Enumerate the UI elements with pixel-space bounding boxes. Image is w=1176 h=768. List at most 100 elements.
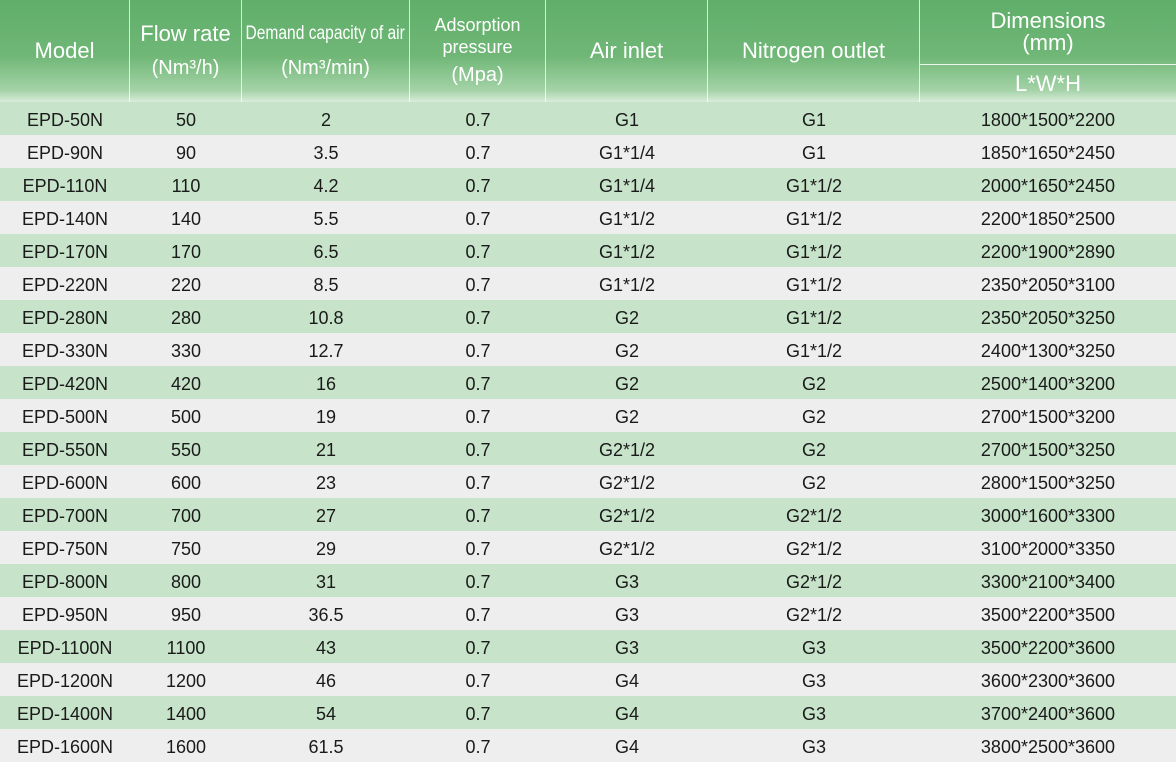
cell-air-inlet: G2*1/2 xyxy=(598,473,656,493)
header-adsorption-unit: (Mpa) xyxy=(451,64,504,86)
cell-air-inlet: G1*1/4 xyxy=(598,176,656,196)
cell-flow-rate: 110 xyxy=(171,176,201,196)
cell-air-inlet: G1*1/4 xyxy=(598,143,656,163)
cell-demand-capacity: 3.5 xyxy=(313,143,339,163)
cell-demand-capacity: 10.8 xyxy=(308,308,344,328)
cell-demand-capacity: 8.5 xyxy=(313,275,339,295)
cell-model: EPD-420N xyxy=(21,374,109,394)
cell-nitrogen-outlet: G1*1/2 xyxy=(785,275,843,295)
cell-dimensions: 2350*2050*3100 xyxy=(980,275,1116,295)
cell-nitrogen-outlet: G3 xyxy=(801,737,826,757)
cell-model: EPD-1100N xyxy=(17,638,113,658)
table-row: EPD-550N 550 21 0.7 G2*1/2 G2 2700*1500*3250 xyxy=(0,432,1176,465)
cell-dimensions: 3800*2500*3600 xyxy=(980,737,1116,757)
header-nitrogen-outlet-label: Nitrogen outlet xyxy=(741,38,886,63)
cell-model: EPD-750N xyxy=(21,539,109,559)
cell-demand-capacity: 23 xyxy=(315,473,337,493)
header-flow-rate: Flow rate (Nm³/h) xyxy=(130,0,242,102)
table-row: EPD-500N 500 19 0.7 G2 G2 2700*1500*3200 xyxy=(0,399,1176,432)
cell-demand-capacity: 4.2 xyxy=(313,176,339,196)
cell-demand-capacity: 54 xyxy=(315,704,337,724)
cell-flow-rate: 700 xyxy=(170,506,202,526)
cell-dimensions: 1850*1650*2450 xyxy=(980,143,1116,163)
table-row: EPD-950N 950 36.5 0.7 G3 G2*1/2 3500*2200*3500 xyxy=(0,597,1176,630)
cell-demand-capacity: 5.5 xyxy=(313,209,339,229)
cell-adsorption-pressure: 0.7 xyxy=(465,539,491,559)
cell-flow-rate: 170 xyxy=(170,242,202,262)
cell-demand-capacity: 16 xyxy=(315,374,337,394)
cell-dimensions: 2500*1400*3200 xyxy=(980,374,1116,394)
cell-model: EPD-950N xyxy=(21,605,109,625)
cell-demand-capacity: 19 xyxy=(315,407,337,427)
table-row: EPD-280N 280 10.8 0.7 G2 G1*1/2 2350*2050*3250 xyxy=(0,300,1176,333)
cell-demand-capacity: 21 xyxy=(315,440,337,460)
cell-nitrogen-outlet: G2*1/2 xyxy=(785,506,843,526)
cell-air-inlet: G2 xyxy=(614,374,639,394)
cell-air-inlet: G2 xyxy=(614,407,639,427)
cell-nitrogen-outlet: G1*1/2 xyxy=(785,341,843,361)
cell-model: EPD-280N xyxy=(21,308,109,328)
cell-flow-rate: 950 xyxy=(170,605,202,625)
header-nitrogen-outlet: Nitrogen outlet xyxy=(708,0,920,102)
cell-nitrogen-outlet: G2 xyxy=(801,440,826,460)
header-air-inlet-label: Air inlet xyxy=(589,38,664,63)
cell-flow-rate: 600 xyxy=(170,473,202,493)
cell-model: EPD-170N xyxy=(21,242,109,262)
table-row: EPD-90N 90 3.5 0.7 G1*1/4 G1 1850*1650*2450 xyxy=(0,135,1176,168)
cell-adsorption-pressure: 0.7 xyxy=(465,671,491,691)
header-adsorption-line2: pressure xyxy=(442,37,513,57)
cell-adsorption-pressure: 0.7 xyxy=(465,440,491,460)
header-air-inlet: Air inlet xyxy=(546,0,708,102)
header-demand-label: Demand capacity of air xyxy=(245,23,406,44)
cell-dimensions: 2200*1900*2890 xyxy=(980,242,1116,262)
cell-demand-capacity: 2 xyxy=(320,110,331,130)
header-flow-rate-unit: (Nm³/h) xyxy=(151,57,220,79)
cell-air-inlet: G1*1/2 xyxy=(598,209,656,229)
cell-air-inlet: G2 xyxy=(614,341,639,361)
header-dimensions-sub: L*W*H xyxy=(1014,70,1081,96)
cell-flow-rate: 50 xyxy=(175,110,197,130)
cell-adsorption-pressure: 0.7 xyxy=(465,275,491,295)
cell-adsorption-pressure: 0.7 xyxy=(465,143,491,163)
cell-nitrogen-outlet: G2*1/2 xyxy=(785,572,843,592)
cell-nitrogen-outlet: G2 xyxy=(801,407,826,427)
header-dimensions-top: Dimensions (mm) xyxy=(920,0,1176,65)
cell-nitrogen-outlet: G1*1/2 xyxy=(785,242,843,262)
cell-flow-rate: 330 xyxy=(170,341,202,361)
cell-model: EPD-1400N xyxy=(16,704,114,724)
header-adsorption-pressure: Adsorption pressure (Mpa) xyxy=(410,0,546,102)
cell-model: EPD-800N xyxy=(21,572,109,592)
cell-air-inlet: G2 xyxy=(614,308,639,328)
cell-air-inlet: G4 xyxy=(614,671,639,691)
cell-flow-rate: 420 xyxy=(170,374,202,394)
cell-dimensions: 2700*1500*3250 xyxy=(980,440,1116,460)
header-dimensions: Dimensions (mm) L*W*H xyxy=(920,0,1176,102)
cell-nitrogen-outlet: G2 xyxy=(801,374,826,394)
cell-dimensions: 2200*1850*2500 xyxy=(980,209,1116,229)
cell-adsorption-pressure: 0.7 xyxy=(465,638,491,658)
table-row: EPD-170N 170 6.5 0.7 G1*1/2 G1*1/2 2200*1900*2… xyxy=(0,234,1176,267)
cell-flow-rate: 1600 xyxy=(165,737,207,757)
table-row: EPD-600N 600 23 0.7 G2*1/2 G2 2800*1500*3250 xyxy=(0,465,1176,498)
cell-dimensions: 2000*1650*2450 xyxy=(980,176,1116,196)
cell-demand-capacity: 31 xyxy=(315,572,337,592)
cell-adsorption-pressure: 0.7 xyxy=(465,110,491,130)
cell-adsorption-pressure: 0.7 xyxy=(465,506,491,526)
cell-demand-capacity: 29 xyxy=(315,539,337,559)
cell-air-inlet: G2*1/2 xyxy=(598,440,656,460)
cell-nitrogen-outlet: G1*1/2 xyxy=(785,176,843,196)
header-dimensions-label: Dimensions xyxy=(990,8,1106,33)
cell-dimensions: 3600*2300*3600 xyxy=(980,671,1116,691)
table-row: EPD-1200N 1200 46 0.7 G4 G3 3600*2300*3600 xyxy=(0,663,1176,696)
table-row: EPD-800N 800 31 0.7 G3 G2*1/2 3300*2100*3400 xyxy=(0,564,1176,597)
cell-model: EPD-700N xyxy=(21,506,109,526)
cell-model: EPD-220N xyxy=(21,275,109,295)
cell-nitrogen-outlet: G1*1/2 xyxy=(785,209,843,229)
cell-flow-rate: 500 xyxy=(170,407,202,427)
cell-air-inlet: G3 xyxy=(614,605,639,625)
cell-adsorption-pressure: 0.7 xyxy=(465,341,491,361)
cell-model: EPD-1600N xyxy=(16,737,114,757)
cell-air-inlet: G1*1/2 xyxy=(598,275,656,295)
cell-model: EPD-90N xyxy=(26,143,104,163)
